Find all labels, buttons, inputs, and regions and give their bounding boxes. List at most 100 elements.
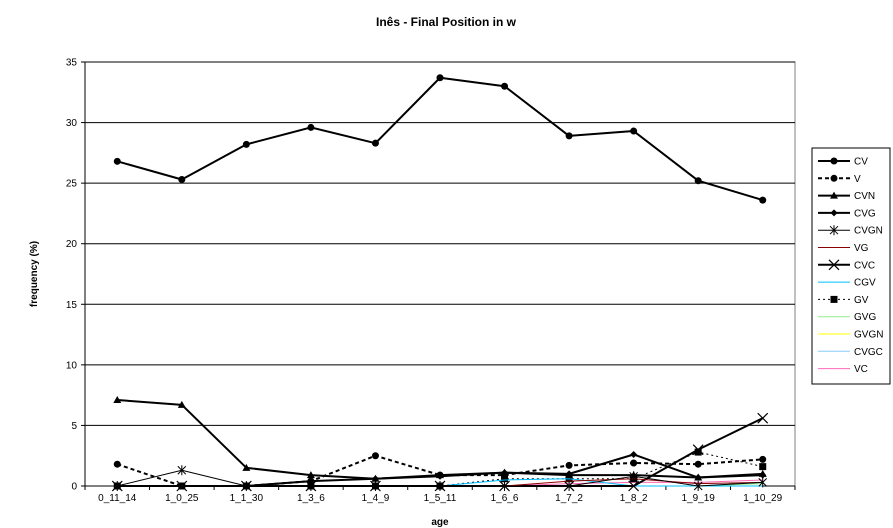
y-tick-label: 25 [66,179,78,190]
data-point [628,480,640,492]
legend-label: GVGN [854,330,883,341]
x-tick-label: 1_3_6 [297,493,325,504]
legend-label: CVG [854,208,876,219]
data-point [177,400,186,408]
x-tick-label: 1_1_30 [230,493,264,504]
series-lines [111,74,769,492]
data-point [630,451,638,459]
data-point [435,481,445,491]
series-v [113,452,767,490]
legend-label: CVN [854,191,875,202]
legend-label: GVG [854,312,876,323]
y-tick-label: 15 [66,300,78,311]
x-axis-title: age [431,517,449,528]
data-point [306,471,315,479]
x-tick-label: 1_5_11 [424,493,457,504]
data-point [501,82,509,90]
data-point [759,463,767,471]
data-point [565,132,573,140]
data-point [692,444,704,456]
legend-label: CVC [854,260,875,271]
x-tick-label: 1_6_6 [491,493,519,504]
legend-label: GV [854,295,869,306]
data-point [242,463,251,471]
chart-title: Inês - Final Position in w [376,15,517,29]
y-axis-title: frequency (%) [29,241,40,307]
data-point [693,481,703,491]
data-point [242,482,250,490]
legend-item-cvc: CVC [818,259,875,271]
data-point [113,460,121,468]
x-tick-label: 1_10_29 [743,493,782,504]
legend-marker [830,295,838,303]
data-point [758,477,768,488]
y-tick-label: 35 [66,58,78,69]
data-point [564,481,574,491]
legend-label: V [854,174,861,185]
data-point [307,477,315,485]
series-line [117,451,763,487]
y-tick-label: 20 [66,239,78,250]
data-point [371,452,379,460]
data-point [629,471,638,479]
legend-marker [830,174,838,182]
legend-label: VC [854,364,868,375]
data-point [371,139,379,147]
legend-marker [830,209,838,217]
data-point [501,475,509,483]
data-point [371,474,380,482]
legend-marker [829,225,839,236]
legend-item-v: V [818,174,861,185]
legend-label: CV [854,157,868,168]
x-tick-label: 1_4_9 [362,493,390,504]
data-point [630,459,638,467]
legend-item-gv: GV [818,295,869,306]
plot-area [84,61,796,487]
data-point [759,455,767,463]
legend-marker [828,259,840,271]
legend-item-cvgn: CVGN [818,225,883,237]
data-point [113,157,121,165]
data-point [113,482,121,490]
legend-marker [830,157,838,165]
data-point [307,123,315,131]
grid-lines [85,61,795,426]
legend-label: VG [854,243,869,254]
data-point [694,448,702,456]
y-tick-label: 0 [71,482,77,493]
data-point [565,461,573,469]
data-point [501,471,509,479]
data-point [178,482,186,490]
x-tick-label: 0_11_14 [98,493,137,504]
data-point [436,74,444,82]
data-point [758,469,767,477]
data-point [757,412,769,424]
legend-box [811,147,891,385]
data-point [242,140,250,148]
legend-item-cv: CV [818,157,868,168]
x-tick-label: 1_7_2 [555,493,583,504]
legend-item-gvgn: GVGN [818,330,883,341]
y-tick-label: 5 [71,421,77,432]
data-point [694,473,703,481]
x-tick-label: 1_9_19 [681,493,715,504]
legend-label: CGV [854,278,876,289]
legend-item-cvg: CVG [818,208,876,219]
legend-marker [830,191,838,199]
x-tick-label: 1_8_2 [620,493,648,504]
legend-item-vg: VG [818,243,869,254]
y-tick-label: 10 [66,360,78,371]
data-point [178,176,186,184]
data-point [694,460,702,468]
data-point [500,481,509,491]
x-tick-label: 1_0_25 [165,493,199,504]
legend-item-vc: VC [818,364,868,375]
data-point [694,177,702,185]
legend-item-cvn: CVN [818,191,875,202]
legend: CV V CVN CVG CVGN VG CVC CGV GV GVG GVGN CVGC VC [818,157,883,375]
data-point [113,395,122,403]
data-point [759,196,767,204]
series-cv [113,74,767,204]
legend-label: CVGN [854,226,883,237]
